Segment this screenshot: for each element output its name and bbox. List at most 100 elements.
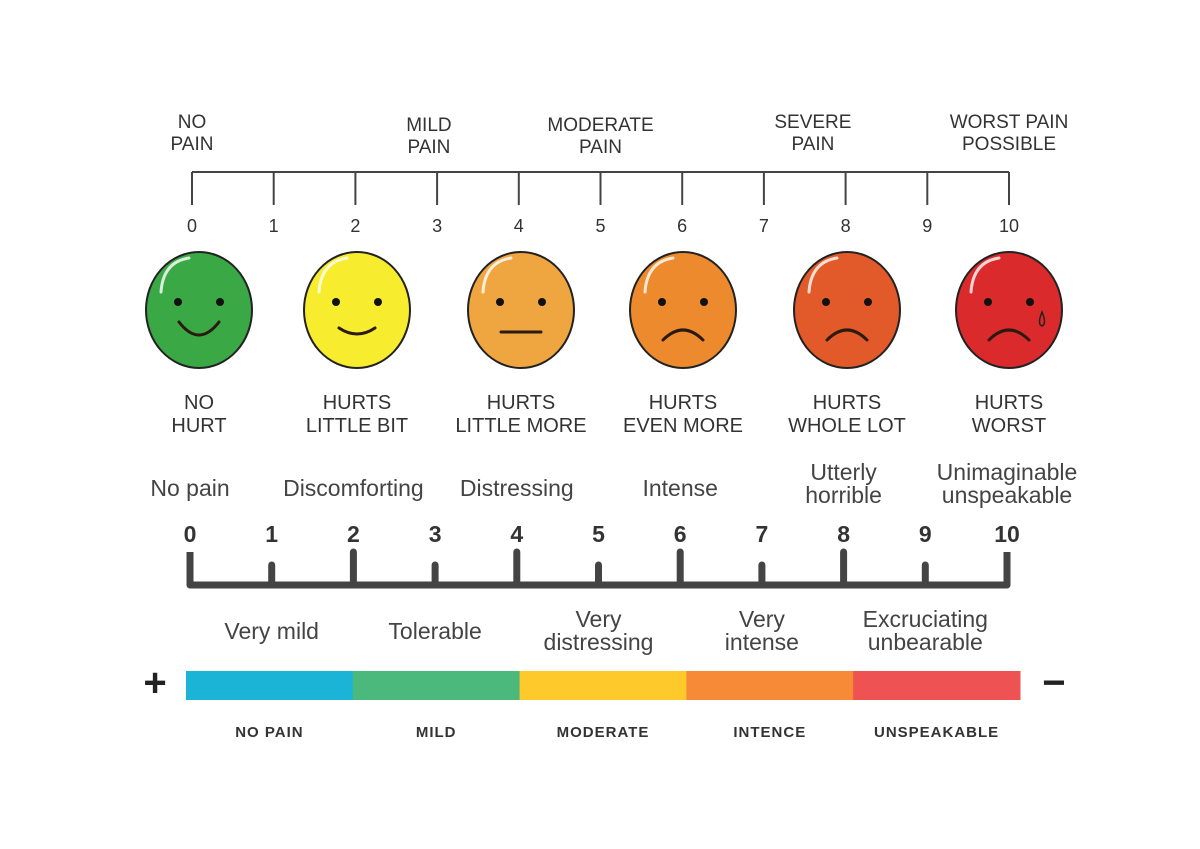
color-bar-segment — [853, 671, 1021, 700]
upper-descriptor: Intense — [642, 477, 717, 500]
bottom-tick-label-line: 5 — [592, 521, 605, 547]
lower-descriptor: Excruciating unbearable — [863, 608, 988, 653]
bottom-tick-label-line: 6 — [673, 521, 687, 547]
face-eye — [174, 298, 182, 306]
top-category-label-line: POSSIBLE — [962, 133, 1056, 155]
top-tick-label-line: 0 — [186, 216, 198, 236]
top-category-label-line: PAIN — [791, 133, 835, 155]
lower-descriptor-line: Very — [738, 606, 785, 632]
face-highlight — [807, 256, 839, 294]
face-mouth — [825, 328, 869, 342]
upper-descriptor: Unimaginable unspeakable — [937, 461, 1078, 506]
lower-descriptor: Tolerable — [388, 620, 481, 643]
upper-descriptor-line: horrible — [805, 481, 882, 508]
top-category-label-line: NO — [177, 112, 207, 133]
bottom-tick-label-line: 7 — [755, 521, 769, 547]
top-category-label: MODERATE PAIN — [547, 115, 653, 159]
color-bar-segment — [186, 671, 354, 700]
face-frown-icon — [793, 251, 901, 369]
face-eye — [216, 298, 224, 306]
top-tick-label: 6 — [677, 216, 687, 237]
face-label-line: EVEN MORE — [622, 415, 744, 437]
bottom-tick-label-line: 4 — [510, 521, 524, 547]
face-eye — [1026, 298, 1034, 306]
face-label: HURTS EVEN MORE — [623, 392, 743, 438]
face-label-line: WORST — [971, 415, 1047, 437]
top-category-label-line: SEVERE — [774, 112, 852, 133]
top-tick-label: 3 — [432, 216, 442, 237]
bottom-tick-label-line: 8 — [837, 521, 850, 547]
bottom-tick-label: 4 — [510, 521, 523, 547]
face-frown-tear-icon — [955, 251, 1063, 369]
face-mouth — [177, 320, 221, 337]
top-tick-label: 8 — [841, 216, 851, 237]
face-eye — [496, 298, 504, 306]
bottom-tick-label: 1 — [265, 521, 278, 547]
face-label-line: WHOLE LOT — [788, 415, 906, 437]
face-label-line: HURTS — [648, 392, 718, 414]
top-category-label-line: MILD — [406, 115, 452, 136]
color-bar-label: MODERATE — [556, 724, 650, 741]
top-category-label: MILD PAIN — [406, 115, 451, 159]
lower-descriptor-line: intense — [724, 628, 799, 655]
face-small-smile-icon — [303, 251, 411, 369]
top-category-label-line: PAIN — [579, 136, 622, 158]
upper-descriptor-line: Unimaginable — [936, 459, 1078, 485]
bottom-tick-label-line: 9 — [918, 521, 932, 547]
face-mouth — [987, 328, 1031, 342]
face-label: HURTS WORST — [972, 392, 1046, 438]
face-label: HURTS LITTLE MORE — [455, 392, 586, 438]
face-label-line: NO — [184, 392, 214, 414]
face-label-line: HURTS — [322, 392, 392, 414]
upper-descriptor: No pain — [150, 477, 229, 500]
face-label-line: HURTS — [486, 392, 556, 414]
color-bar-label: UNSPEAKABLE — [874, 724, 1000, 741]
color-bar-label: NO PAIN — [235, 724, 304, 741]
top-tick-label-line: 4 — [513, 216, 524, 236]
face-highlight — [159, 256, 191, 294]
top-tick-label: 0 — [187, 216, 197, 237]
bottom-tick-label: 8 — [837, 521, 850, 547]
plus-sign: + — [143, 661, 167, 705]
face-highlight — [643, 256, 675, 294]
face-mouth — [661, 328, 705, 342]
upper-descriptor-line: No pain — [150, 475, 230, 501]
face-frown-icon — [629, 251, 737, 369]
bottom-tick-label: 9 — [919, 521, 932, 547]
face-label: HURTS WHOLE LOT — [788, 392, 906, 438]
upper-descriptor: Utterly horrible — [805, 461, 882, 506]
face-highlight — [969, 256, 1001, 294]
lower-descriptor: Very distressing — [544, 608, 654, 653]
bottom-tick-label: 5 — [592, 521, 605, 547]
face-eye — [822, 298, 830, 306]
color-bar-segment — [352, 671, 521, 700]
lower-descriptor-line: distressing — [543, 628, 654, 655]
face-highlight — [317, 256, 349, 294]
color-bar-label: INTENCE — [733, 724, 807, 741]
top-category-label-line: PAIN — [407, 136, 451, 158]
tear-icon — [1038, 310, 1046, 327]
color-bar-segment — [686, 671, 854, 700]
face-eye — [864, 298, 872, 306]
bottom-tick-label-line: 1 — [265, 521, 279, 547]
face-eye — [984, 298, 992, 306]
face-flat-icon — [467, 251, 575, 369]
top-category-label: WORST PAIN POSSIBLE — [950, 112, 1069, 156]
top-tick-label-line: 6 — [677, 216, 688, 236]
top-tick-label: 4 — [514, 216, 524, 237]
face-eye — [538, 298, 546, 306]
top-category-label-line: PAIN — [170, 133, 214, 155]
upper-descriptor-line: Intense — [642, 475, 718, 501]
upper-descriptor-line: unspeakable — [941, 481, 1073, 508]
top-category-label-line: WORST PAIN — [949, 112, 1069, 133]
face-eye — [374, 298, 382, 306]
lower-descriptor-line: Tolerable — [388, 618, 482, 644]
bottom-tick-label-line: 10 — [994, 521, 1020, 547]
face-eye — [700, 298, 708, 306]
minus-sign: − — [1042, 661, 1066, 705]
top-tick-label-line: 9 — [922, 216, 933, 236]
top-tick-label-line: 5 — [595, 216, 606, 236]
face-label-line: HURTS — [974, 392, 1044, 414]
top-tick-label-line: 10 — [998, 216, 1020, 236]
